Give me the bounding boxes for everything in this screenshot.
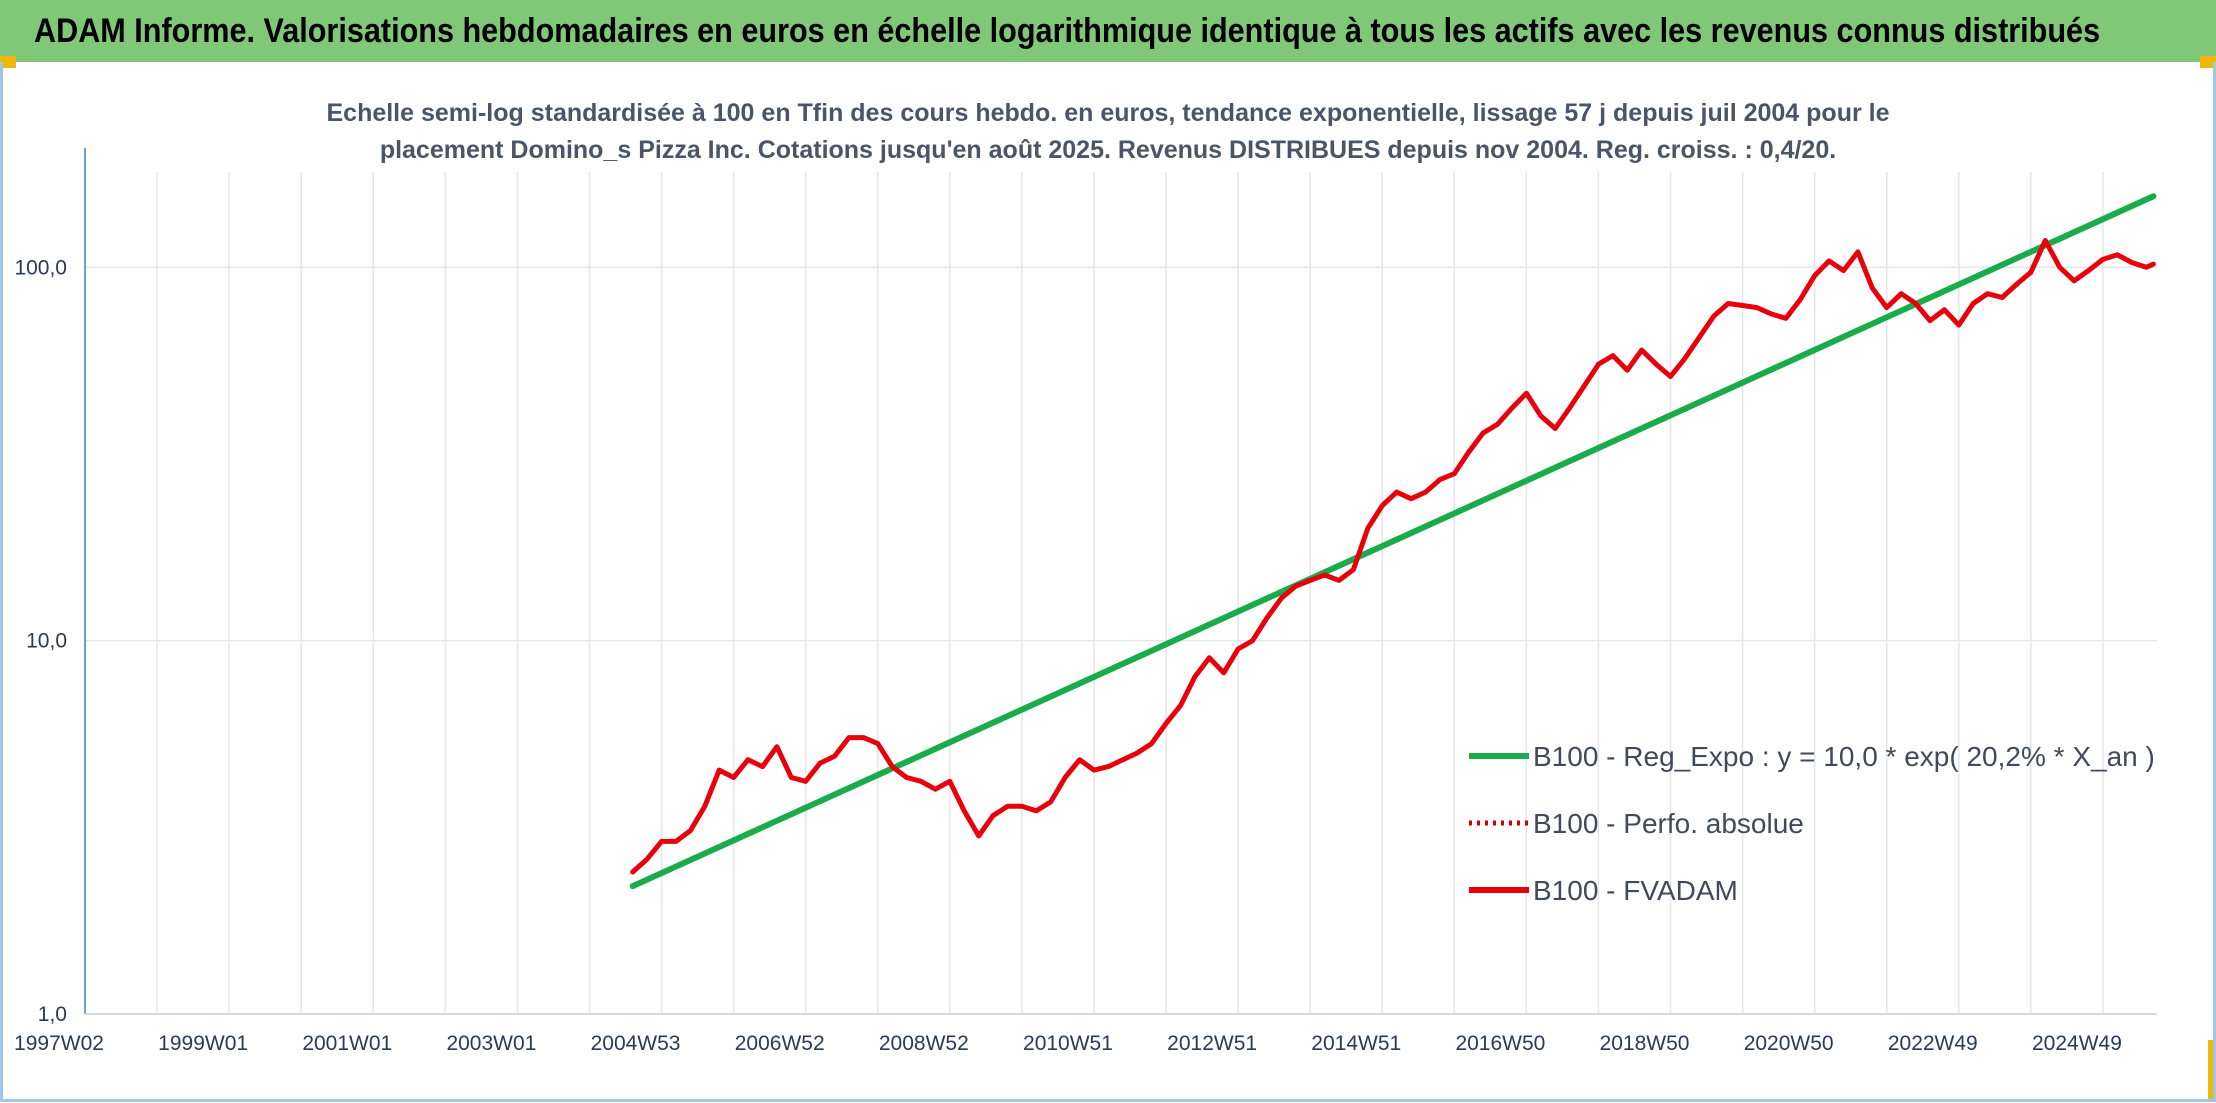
chart-subtitle-line-2: placement Domino_s Pizza Inc. Cotations …: [380, 136, 1836, 164]
x-tick-label: 2003W01: [446, 1032, 536, 1055]
legend-label: B100 - FVADAM: [1533, 875, 1738, 906]
report-title: ADAM Informe. Valorisations hebdomadaire…: [34, 12, 2101, 50]
fvadam-line: [630, 238, 2156, 875]
x-tick-label: 2001W01: [302, 1032, 392, 1055]
x-tick-label: 2020W50: [1744, 1032, 1834, 1055]
x-tick-label: 2008W52: [879, 1032, 969, 1055]
chart-frame: Echelle semi-log standardisée à 100 en T…: [0, 62, 2216, 1102]
legend-item-trend: B100 - Reg_Expo : y = 10,0 * exp( 20,2% …: [1469, 741, 2155, 772]
legend-item-fvadam: B100 - FVADAM: [1469, 875, 1738, 906]
x-tick-label: 1997W02: [14, 1032, 104, 1055]
plot-area: [629, 193, 2157, 890]
x-tick-label: 2016W50: [1455, 1032, 1545, 1055]
legend-label: B100 - Perfo. absolue: [1533, 808, 1804, 839]
x-tick-label: 2012W51: [1167, 1032, 1257, 1055]
corner-accent-left: [0, 56, 16, 68]
x-tick-label: 2004W53: [591, 1032, 681, 1055]
x-tick-label: 2006W52: [735, 1032, 825, 1055]
x-tick-label: 2024W49: [2032, 1032, 2122, 1055]
y-tick-label: 1,0: [38, 1003, 67, 1026]
x-tick-label: 2022W49: [1888, 1032, 1978, 1055]
x-tick-label: 1999W01: [158, 1032, 248, 1055]
legend-item-perfo: B100 - Perfo. absolue: [1469, 808, 1804, 839]
legend: B100 - Reg_Expo : y = 10,0 * exp( 20,2% …: [1469, 741, 2155, 906]
y-tick-label: 10,0: [26, 630, 67, 653]
y-tick-label: 100,0: [14, 256, 67, 279]
axes: 1,0 10,0 100,0 1997W02 1999W01 2001W01 2003W01…: [14, 148, 2157, 1055]
title-banner: ADAM Informe. Valorisations hebdomadaire…: [0, 0, 2216, 62]
x-tick-label: 2018W50: [1600, 1032, 1690, 1055]
trend-line: [629, 193, 2157, 890]
legend-label: B100 - Reg_Expo : y = 10,0 * exp( 20,2% …: [1533, 741, 2155, 772]
chart: Echelle semi-log standardisée à 100 en T…: [14, 99, 2157, 1055]
x-tick-label: 2014W51: [1311, 1032, 1401, 1055]
chart-subtitle-line-1: Echelle semi-log standardisée à 100 en T…: [326, 99, 1889, 127]
corner-accent-right: [2200, 56, 2216, 68]
corner-accent-bottom-right: [2208, 1040, 2216, 1100]
grid: [84, 172, 2157, 1015]
x-tick-label: 2010W51: [1023, 1032, 1113, 1055]
